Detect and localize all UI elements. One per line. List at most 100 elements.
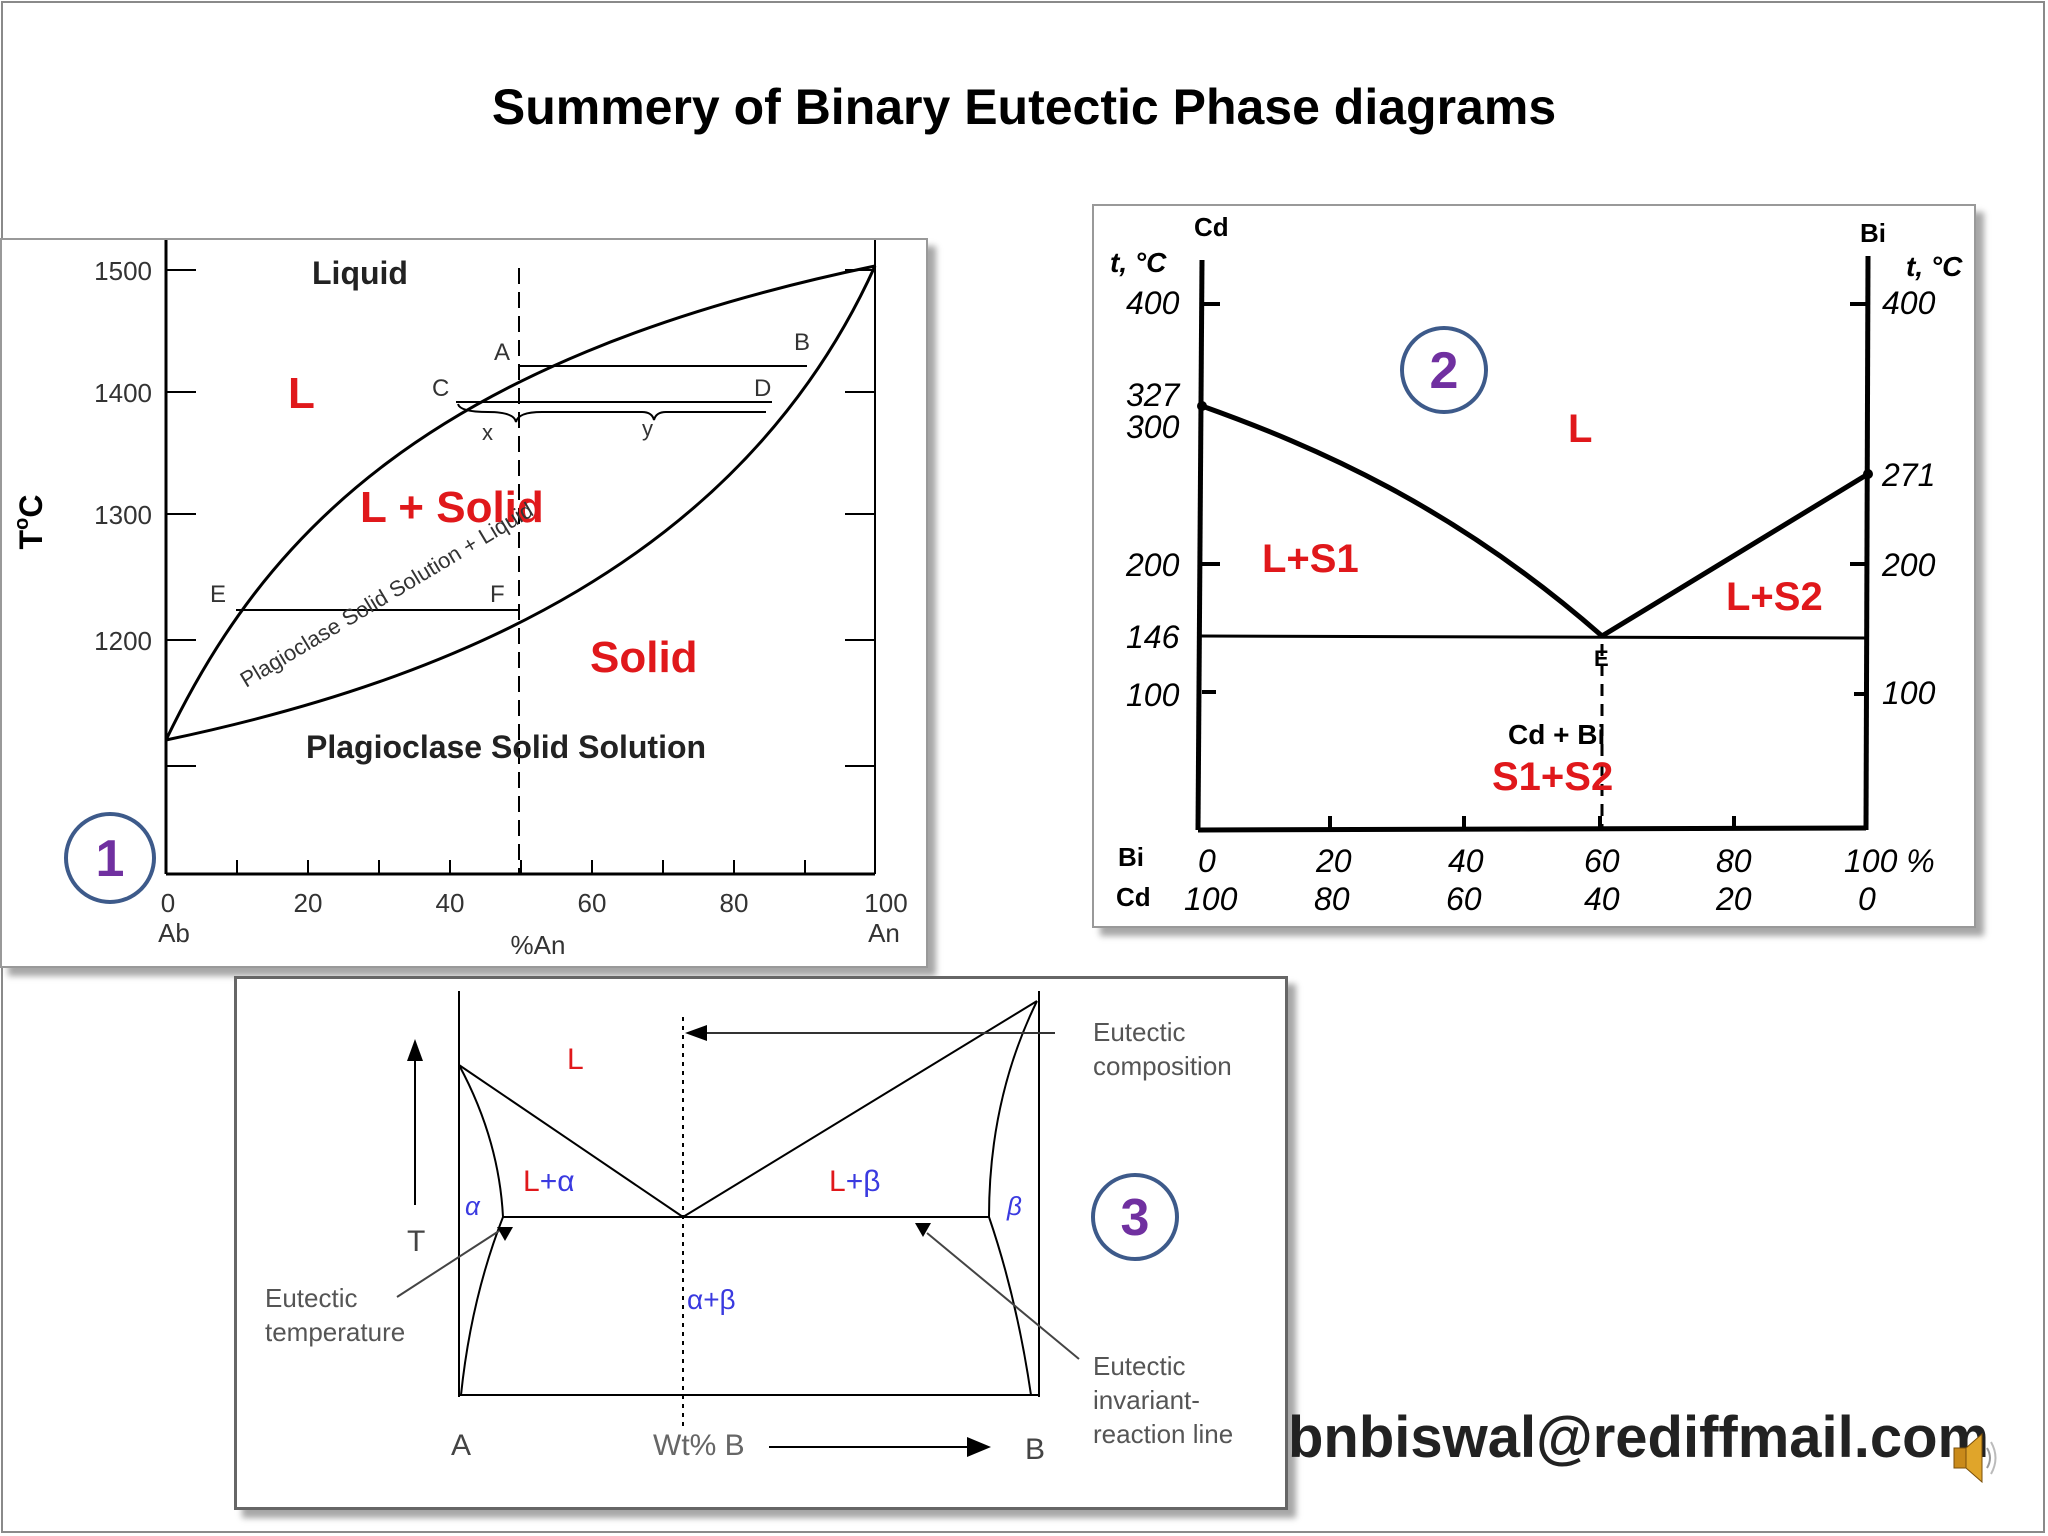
temp-tick-left: 146 <box>1126 619 1180 655</box>
cd-percent-value: 40 <box>1584 881 1620 917</box>
solvus-beta <box>987 1000 1038 1396</box>
axis-label-A: A <box>451 1429 471 1462</box>
diagram-plagioclase-svg: 1500 1400 1300 1200 ToC 0 20 40 60 80 10… <box>11 240 908 960</box>
diagram-number-badge <box>64 812 156 904</box>
diagram-generic-eutectic: L L+α L+β α β α+β T A B Wt% B Eutectic c… <box>234 976 1288 1510</box>
x-tick-label: 100 <box>864 888 907 918</box>
y-tick-marks <box>166 269 875 767</box>
diagram-number: 1 <box>96 830 125 888</box>
marker-triangle-icon <box>497 1227 513 1241</box>
melting-point-cd <box>1197 401 1207 411</box>
speaker-icon[interactable] <box>1952 1430 1998 1486</box>
callout-leader-invariant <box>926 1232 1080 1360</box>
x-tick-label: 60 <box>578 888 607 918</box>
marker-triangle-icon <box>915 1223 931 1237</box>
melting-point-bi <box>1863 469 1873 479</box>
x-end-label-ab: Ab <box>158 918 190 948</box>
diagram-number: 3 <box>1121 1189 1150 1247</box>
bi-percent-value: 40 <box>1448 843 1484 879</box>
y-tick-label: 1400 <box>94 378 152 408</box>
bi-percent-value: 60 <box>1584 843 1620 879</box>
diagram-generic-eutectic-svg: L L+α L+β α β α+β T A B Wt% B Eutectic c… <box>265 991 1233 1466</box>
composition-tick-marks <box>1328 816 1736 830</box>
callout-leader-eutectic-temperature <box>396 1230 500 1298</box>
y-tick-label: 1500 <box>94 256 152 286</box>
cd-percent-value: 60 <box>1446 881 1482 917</box>
x-tick-marks <box>236 860 806 874</box>
bi-percent-value: 20 <box>1315 843 1352 879</box>
slide-title: Summery of Binary Eutectic Phase diagram… <box>491 79 1557 135</box>
liquidus-right <box>682 1000 1038 1218</box>
right-axis-line <box>1863 255 1871 831</box>
callout-invariant-line2: invariant- <box>1093 1385 1200 1415</box>
diagram-cd-bi-svg: Cd Bi t, °C t, °C 400 327 300 200 146 10… <box>1110 212 1963 917</box>
row-label-cd: Cd <box>1116 882 1151 912</box>
point-label-C: C <box>432 375 449 402</box>
cd-percent-value: 80 <box>1314 881 1350 917</box>
region-label-L: L <box>1568 407 1592 451</box>
x-tick-label: 20 <box>294 888 323 918</box>
x-tick-label: 40 <box>436 888 465 918</box>
bi-percent-value: 80 <box>1716 843 1752 879</box>
region-label-plagioclase-ss: Plagioclase Solid Solution <box>306 729 706 765</box>
diagram-number: 2 <box>1430 342 1459 400</box>
region-label-alpha: α <box>465 1191 481 1221</box>
region-label-alpha-beta: α+β <box>687 1284 736 1315</box>
arrow-head-left-icon <box>685 1025 707 1041</box>
solidus-curve <box>165 265 877 742</box>
author-email: bnbiswal@rediffmail.com <box>1288 1405 1990 1470</box>
point-label-y: y <box>642 416 653 441</box>
region-label-solid: Solid <box>590 633 698 682</box>
temp-tick-right: 271 <box>1881 457 1935 493</box>
region-label-L-solid: L + Solid <box>360 483 544 532</box>
temp-tick-left: 300 <box>1126 409 1180 445</box>
callout-eutectic-temperature-line2: temperature <box>265 1317 405 1347</box>
element-label-cd: Cd <box>1194 212 1229 242</box>
liquidus-left <box>458 1064 684 1218</box>
temp-tick-left: 200 <box>1125 547 1180 583</box>
element-label-bi: Bi <box>1860 218 1886 248</box>
temperature-label-left: t, °C <box>1110 247 1167 278</box>
arrow-head-up-icon <box>407 1039 423 1061</box>
region-label-L: L <box>288 369 315 418</box>
callout-eutectic-composition-line1: Eutectic <box>1093 1017 1186 1047</box>
point-label-E: E <box>1594 646 1609 671</box>
temp-tick-right: 100 <box>1882 675 1936 711</box>
eutectic-line <box>1197 634 1869 640</box>
svg-text:ToC: ToC <box>11 495 49 550</box>
left-axis-line <box>1195 259 1205 831</box>
solvus-alpha <box>458 1064 505 1396</box>
y-tick-label: 1200 <box>94 626 152 656</box>
region-label-L-beta: L+β <box>829 1165 880 1198</box>
diagram-number-badge <box>1091 1173 1179 1261</box>
region-label-L: L <box>567 1043 584 1076</box>
temp-tick-left: 400 <box>1126 285 1180 321</box>
x-axis-title: %An <box>511 930 566 960</box>
callout-invariant-line3: reaction line <box>1093 1419 1233 1449</box>
point-label-A: A <box>494 339 510 366</box>
y-axis-title: ToC <box>11 495 49 550</box>
bottom-axis-line <box>1197 825 1867 833</box>
cd-percent-value: 100 <box>1184 881 1238 917</box>
point-label-E: E <box>210 581 226 608</box>
bi-percent-value: 100 % <box>1844 843 1935 879</box>
temperature-tick-marks <box>1202 302 1868 696</box>
callout-eutectic-temperature-line1: Eutectic <box>265 1283 358 1313</box>
liquidus-right <box>1600 471 1870 639</box>
diagram-number-badge <box>1400 326 1488 414</box>
x-end-label-an: An <box>868 918 900 948</box>
region-label-L-S1: L+S1 <box>1262 537 1359 581</box>
region-label-cd-bi: Cd + Bi <box>1508 719 1605 750</box>
temp-tick-right: 400 <box>1882 285 1936 321</box>
liquidus-left <box>1201 403 1604 638</box>
bi-percent-value: 0 <box>1198 843 1216 879</box>
liquidus-curve <box>164 264 876 741</box>
point-label-D: D <box>754 375 771 402</box>
axis-label-B: B <box>1025 1433 1045 1466</box>
point-label-x: x <box>482 420 493 445</box>
arrow-head-right-icon <box>967 1437 991 1457</box>
x-tick-label: 80 <box>720 888 749 918</box>
region-label-beta: β <box>1006 1191 1022 1221</box>
region-label-L-alpha: L+α <box>523 1165 575 1198</box>
axis-label-wt-percent: Wt% B <box>653 1429 745 1462</box>
